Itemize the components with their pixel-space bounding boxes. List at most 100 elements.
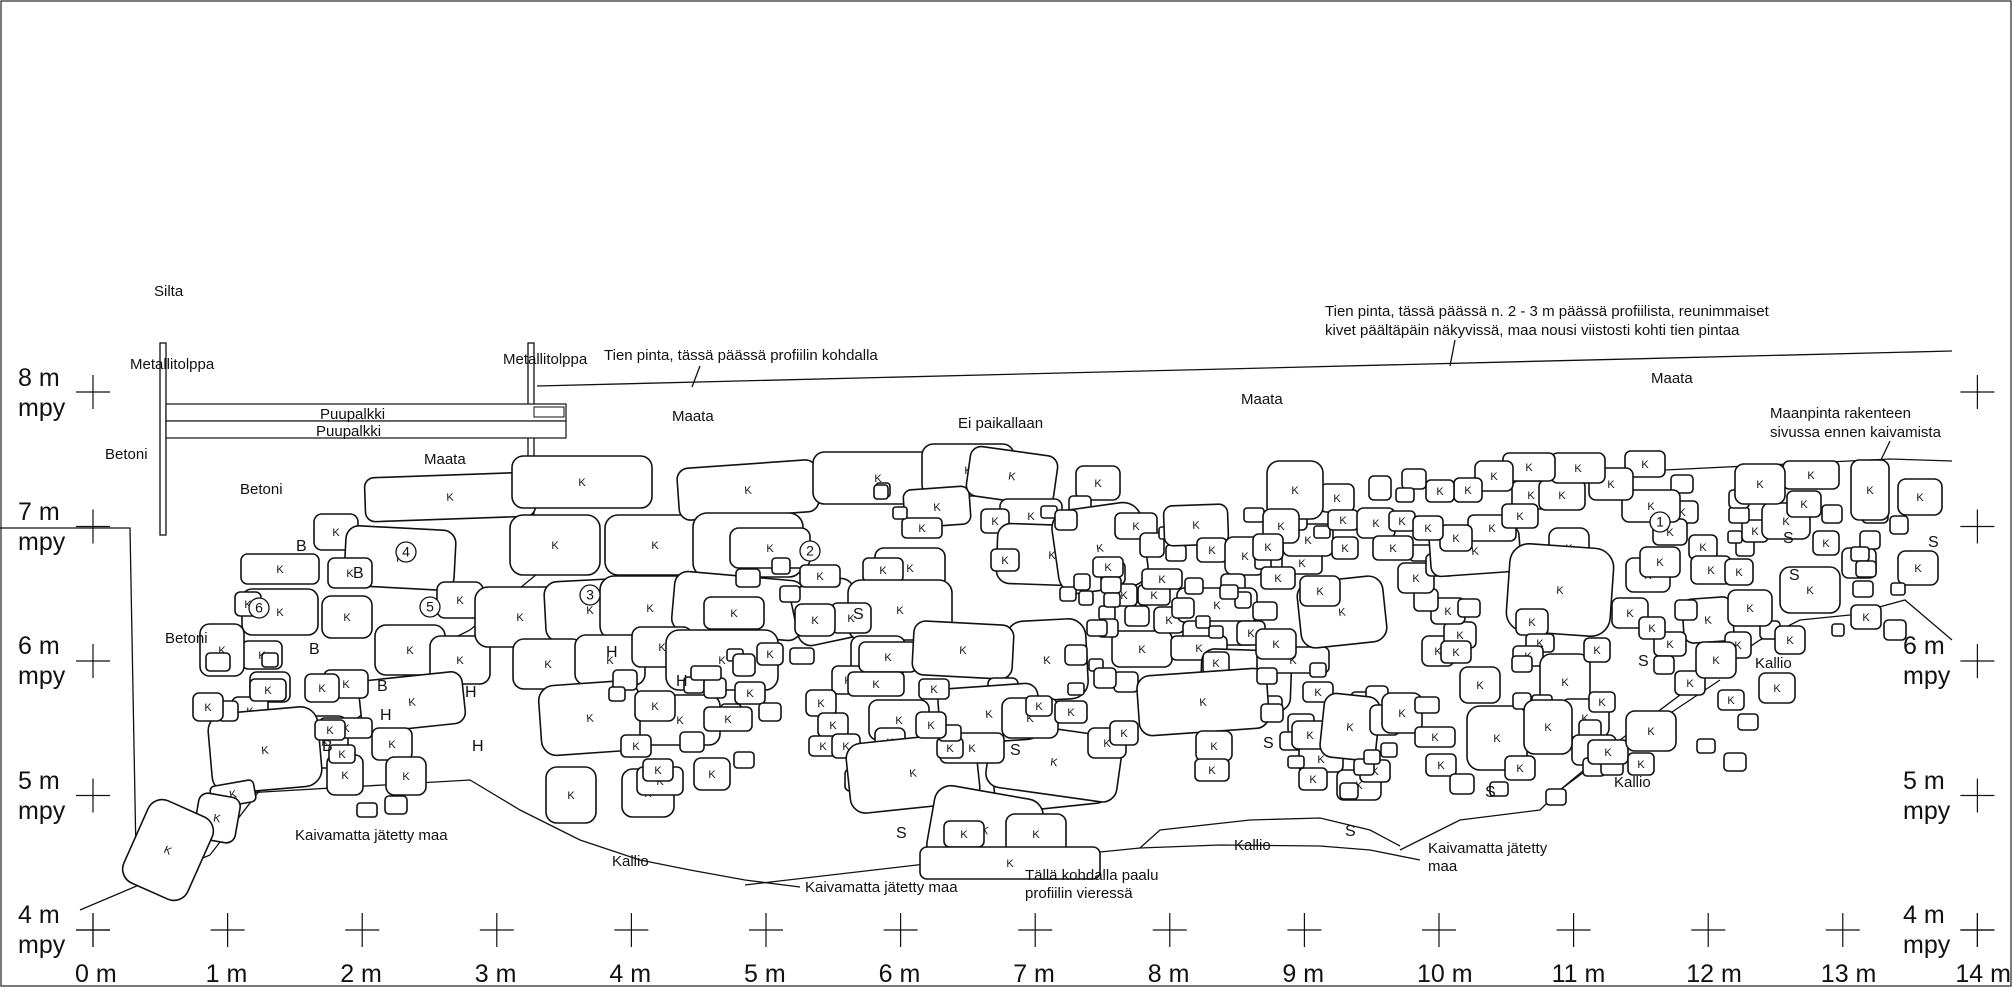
stone-label: K [1339, 515, 1347, 527]
stone [1653, 655, 1675, 675]
numbered-marker: 2 [799, 540, 821, 562]
y-tick-label: 8 m [18, 364, 60, 392]
grid-cross [1018, 913, 1053, 947]
stone: K [1624, 450, 1666, 478]
stone-label: K [1306, 730, 1314, 742]
stone-label: K [1291, 485, 1299, 497]
y-tick-unit: mpy [18, 528, 66, 556]
stone-label: K [1032, 829, 1040, 841]
stone-label: K [1686, 678, 1694, 690]
stone-label: K [1648, 623, 1656, 635]
stone-label: K [1048, 550, 1056, 562]
stone-label: K [874, 473, 882, 485]
stone: K [1774, 625, 1806, 655]
kallio-lower-line [1139, 817, 1401, 849]
stone-label: K [1626, 608, 1634, 620]
stone: K [901, 517, 943, 539]
stone: K [756, 642, 784, 666]
stone [1309, 662, 1327, 678]
stone: K [1627, 752, 1655, 776]
stone-label: K [1027, 511, 1035, 523]
stone-label: K [276, 564, 284, 576]
stone-label: K [1527, 490, 1535, 502]
y-tick-unit-right: mpy [1903, 797, 1951, 825]
y-tick-unit-right: mpy [1903, 931, 1951, 959]
stone-label: K [1556, 585, 1565, 598]
stone: K [642, 758, 674, 782]
stone [1545, 788, 1567, 806]
stone-label: K [1806, 585, 1814, 597]
stone-label: K [1735, 567, 1743, 579]
marker-number: 3 [586, 587, 594, 603]
y-tick-label: 5 m [18, 767, 60, 795]
stone-label: K [1773, 683, 1781, 695]
stone-label: K [264, 685, 272, 697]
stone: K [314, 719, 346, 741]
numbered-marker: 6 [248, 597, 270, 619]
stone [690, 665, 722, 681]
stone [384, 795, 408, 815]
stone-label: K [1914, 563, 1922, 575]
stone [771, 557, 791, 575]
stone [1339, 782, 1359, 800]
soil-letter: S [1928, 534, 1939, 551]
stone: K [830, 602, 872, 634]
stone: K [1724, 558, 1754, 586]
stone-label: K [1807, 470, 1815, 482]
stone-label: K [1476, 680, 1484, 692]
stone: K [1897, 550, 1939, 586]
label-maata-3: Maata [1241, 391, 1283, 408]
stone-label: K [1707, 565, 1715, 577]
stone-label: K [1516, 511, 1524, 523]
x-tick-label: 3 m [475, 960, 517, 987]
label-ei-paikallaan: Ei paikallaan [958, 415, 1043, 432]
stone [1414, 696, 1440, 714]
stone [1093, 667, 1117, 689]
stone-label: K [829, 720, 837, 732]
stone-label: K [817, 698, 825, 710]
stones-layer: K K K K K K K K K K K K K K K K K K K K K K K K K K K K K K K K K K K K K K K K… [121, 443, 1943, 902]
stone: K [1727, 589, 1773, 627]
stone [1859, 530, 1881, 550]
grid-cross [76, 375, 110, 409]
stone: K [509, 514, 601, 576]
soil-letter: H [676, 673, 688, 690]
stone-label: K [1398, 516, 1406, 528]
stone: K [1812, 530, 1840, 556]
stone: K [1319, 483, 1355, 513]
soil-letter: B [309, 641, 320, 658]
stone-label: K [446, 492, 454, 504]
stone-label: K [980, 824, 990, 837]
road-right-leader [1449, 339, 1456, 367]
stone-label: K [1208, 545, 1216, 557]
grid-cross [749, 913, 783, 947]
stone-label: K [1746, 603, 1754, 615]
label-puupalkki-1: Puupalkki [320, 406, 385, 423]
stone-label: K [1333, 493, 1341, 505]
grid-cross [1960, 375, 1995, 409]
stone: K [121, 798, 215, 902]
stone-label: K [1132, 521, 1140, 533]
stone: K [511, 455, 653, 509]
marker-number: 4 [402, 544, 410, 560]
stone-label: K [276, 607, 284, 619]
stone [1184, 577, 1204, 595]
stone-label: K [909, 767, 918, 780]
stone-label: K [1026, 713, 1034, 725]
stone-label: K [1434, 646, 1442, 658]
stone: K [1381, 692, 1423, 734]
grid-cross [1960, 644, 1995, 678]
stone-label: K [1561, 677, 1569, 689]
label-puupalkki-2: Puupalkki [316, 423, 381, 440]
stone-label: K [985, 709, 994, 722]
stone-label: K [1043, 655, 1052, 667]
stone-label: K [933, 502, 942, 515]
stone-label: K [1150, 590, 1158, 602]
stone-label: K [1208, 765, 1216, 777]
stone: K [1717, 689, 1745, 711]
stone-label: K [1247, 628, 1255, 640]
stone: K [1425, 479, 1455, 503]
stone-label: K [816, 571, 824, 583]
stone-label: K [1398, 708, 1406, 720]
stone-label: K [586, 605, 595, 617]
